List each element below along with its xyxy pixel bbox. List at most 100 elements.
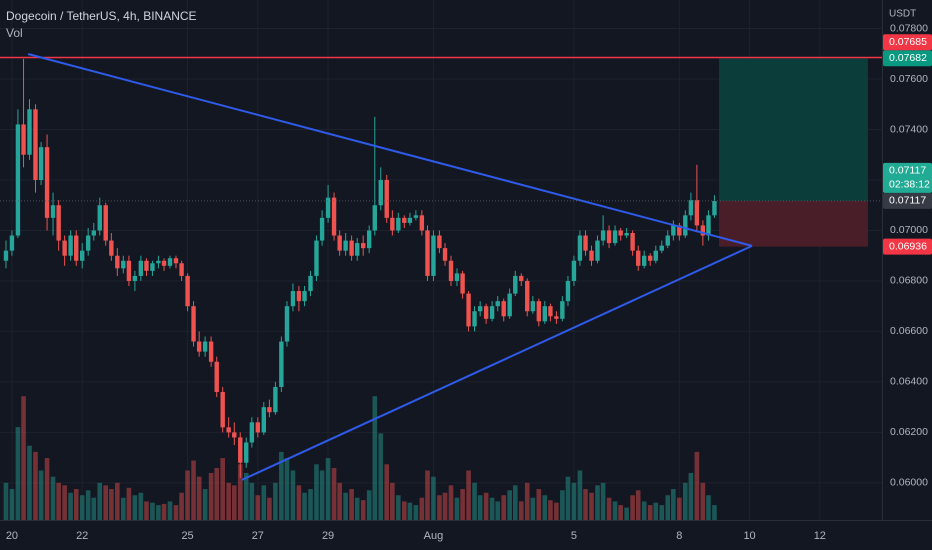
price-tag-label: 0.06936 bbox=[889, 240, 927, 252]
candle-body bbox=[472, 311, 477, 327]
volume-bar bbox=[571, 482, 577, 520]
y-tick-label: 0.06600 bbox=[890, 325, 928, 337]
candle-body bbox=[565, 280, 571, 302]
trendline bbox=[241, 244, 753, 481]
volume-bar bbox=[507, 490, 512, 520]
candle-body bbox=[226, 427, 231, 433]
volume-bar bbox=[279, 451, 284, 520]
candle-body bbox=[267, 407, 272, 413]
candle-body bbox=[554, 316, 559, 319]
candle-body bbox=[489, 306, 495, 319]
y-tick-label: 0.06000 bbox=[890, 477, 928, 489]
drawings bbox=[0, 53, 882, 481]
volume-bar bbox=[15, 427, 21, 520]
x-tick-label: 25 bbox=[181, 530, 193, 542]
volume-bar bbox=[647, 505, 653, 520]
grid bbox=[0, 0, 882, 520]
candle-body bbox=[583, 235, 588, 251]
volume-bar bbox=[302, 492, 307, 520]
x-tick-label: 12 bbox=[814, 530, 826, 542]
volume-bar bbox=[384, 464, 390, 520]
volume-bar bbox=[536, 489, 542, 520]
candle-body bbox=[343, 240, 348, 251]
y-tick-label: 0.07600 bbox=[890, 73, 928, 85]
x-tick-label: 20 bbox=[6, 530, 18, 542]
volume-bar bbox=[314, 464, 319, 520]
candle-body bbox=[185, 275, 190, 307]
position-layer bbox=[719, 58, 868, 247]
candle-body bbox=[126, 260, 132, 281]
volume-bar bbox=[600, 482, 606, 520]
volume-bar bbox=[431, 476, 436, 520]
price-tag bbox=[883, 162, 932, 193]
volume-bar bbox=[33, 451, 38, 520]
volume-bar bbox=[331, 468, 337, 520]
candle-body bbox=[366, 230, 372, 249]
volume-bar bbox=[97, 482, 103, 520]
candle-body bbox=[202, 341, 208, 352]
candle-body bbox=[232, 432, 237, 438]
volume-bar bbox=[296, 485, 302, 520]
x-tick-label: 5 bbox=[571, 530, 577, 542]
candle-body bbox=[273, 386, 278, 413]
candle-body bbox=[290, 291, 296, 307]
volume-bar bbox=[202, 489, 208, 520]
chart-title: Dogecoin / TetherUS, 4h, BINANCE bbox=[6, 9, 197, 23]
candle-body bbox=[636, 250, 641, 266]
candle-body bbox=[671, 225, 676, 236]
candle-body bbox=[577, 235, 583, 261]
candle-body bbox=[74, 235, 79, 261]
candle-body bbox=[407, 217, 413, 223]
price-tag bbox=[883, 238, 932, 255]
volume-bar bbox=[489, 497, 495, 520]
volume-bar bbox=[185, 470, 190, 520]
volume-bar bbox=[337, 482, 342, 520]
volume-bar bbox=[401, 501, 407, 520]
volume-bar bbox=[126, 487, 132, 520]
candle-body bbox=[396, 217, 401, 231]
volume-bar bbox=[156, 505, 161, 520]
volume-bar bbox=[27, 445, 32, 520]
volume-bar bbox=[419, 497, 425, 520]
candle-body bbox=[402, 217, 407, 223]
volume-bar bbox=[366, 490, 372, 520]
candle-body bbox=[624, 232, 629, 236]
volume-bar bbox=[208, 472, 214, 520]
candle-body bbox=[460, 273, 465, 294]
volume-bar bbox=[583, 489, 588, 520]
volume-bar bbox=[396, 495, 401, 520]
volume-bar bbox=[144, 501, 149, 520]
candle-body bbox=[296, 291, 302, 302]
volume-bar bbox=[454, 497, 460, 520]
candle-body bbox=[308, 275, 313, 292]
candle-body bbox=[156, 260, 161, 264]
volume-bar bbox=[682, 482, 688, 520]
volume-bar bbox=[641, 501, 647, 520]
candle-body bbox=[238, 437, 243, 463]
volume-bar bbox=[249, 482, 255, 520]
volume-bar bbox=[618, 505, 623, 520]
candle-body bbox=[38, 147, 44, 180]
candle-body bbox=[530, 301, 536, 312]
candle-body bbox=[214, 361, 219, 393]
candle-body bbox=[378, 179, 383, 206]
volume-bar bbox=[372, 396, 378, 520]
price-tag bbox=[883, 192, 932, 209]
candle-body bbox=[560, 301, 565, 319]
candle-body bbox=[519, 275, 524, 281]
candle-body bbox=[390, 217, 395, 231]
volume-bar bbox=[665, 495, 671, 520]
candle-body bbox=[437, 235, 442, 249]
volume-bar bbox=[85, 490, 91, 520]
candle-body bbox=[712, 200, 717, 216]
candle-body bbox=[466, 293, 471, 327]
candle-body bbox=[448, 260, 454, 281]
volume-bar bbox=[688, 472, 694, 520]
volume-bar bbox=[115, 482, 120, 520]
candle-body bbox=[85, 235, 91, 251]
volume-bar bbox=[560, 490, 565, 520]
volume-bar bbox=[460, 489, 465, 520]
volume-bar bbox=[589, 492, 594, 520]
candle-body bbox=[653, 250, 658, 261]
volume-bar bbox=[255, 495, 261, 520]
